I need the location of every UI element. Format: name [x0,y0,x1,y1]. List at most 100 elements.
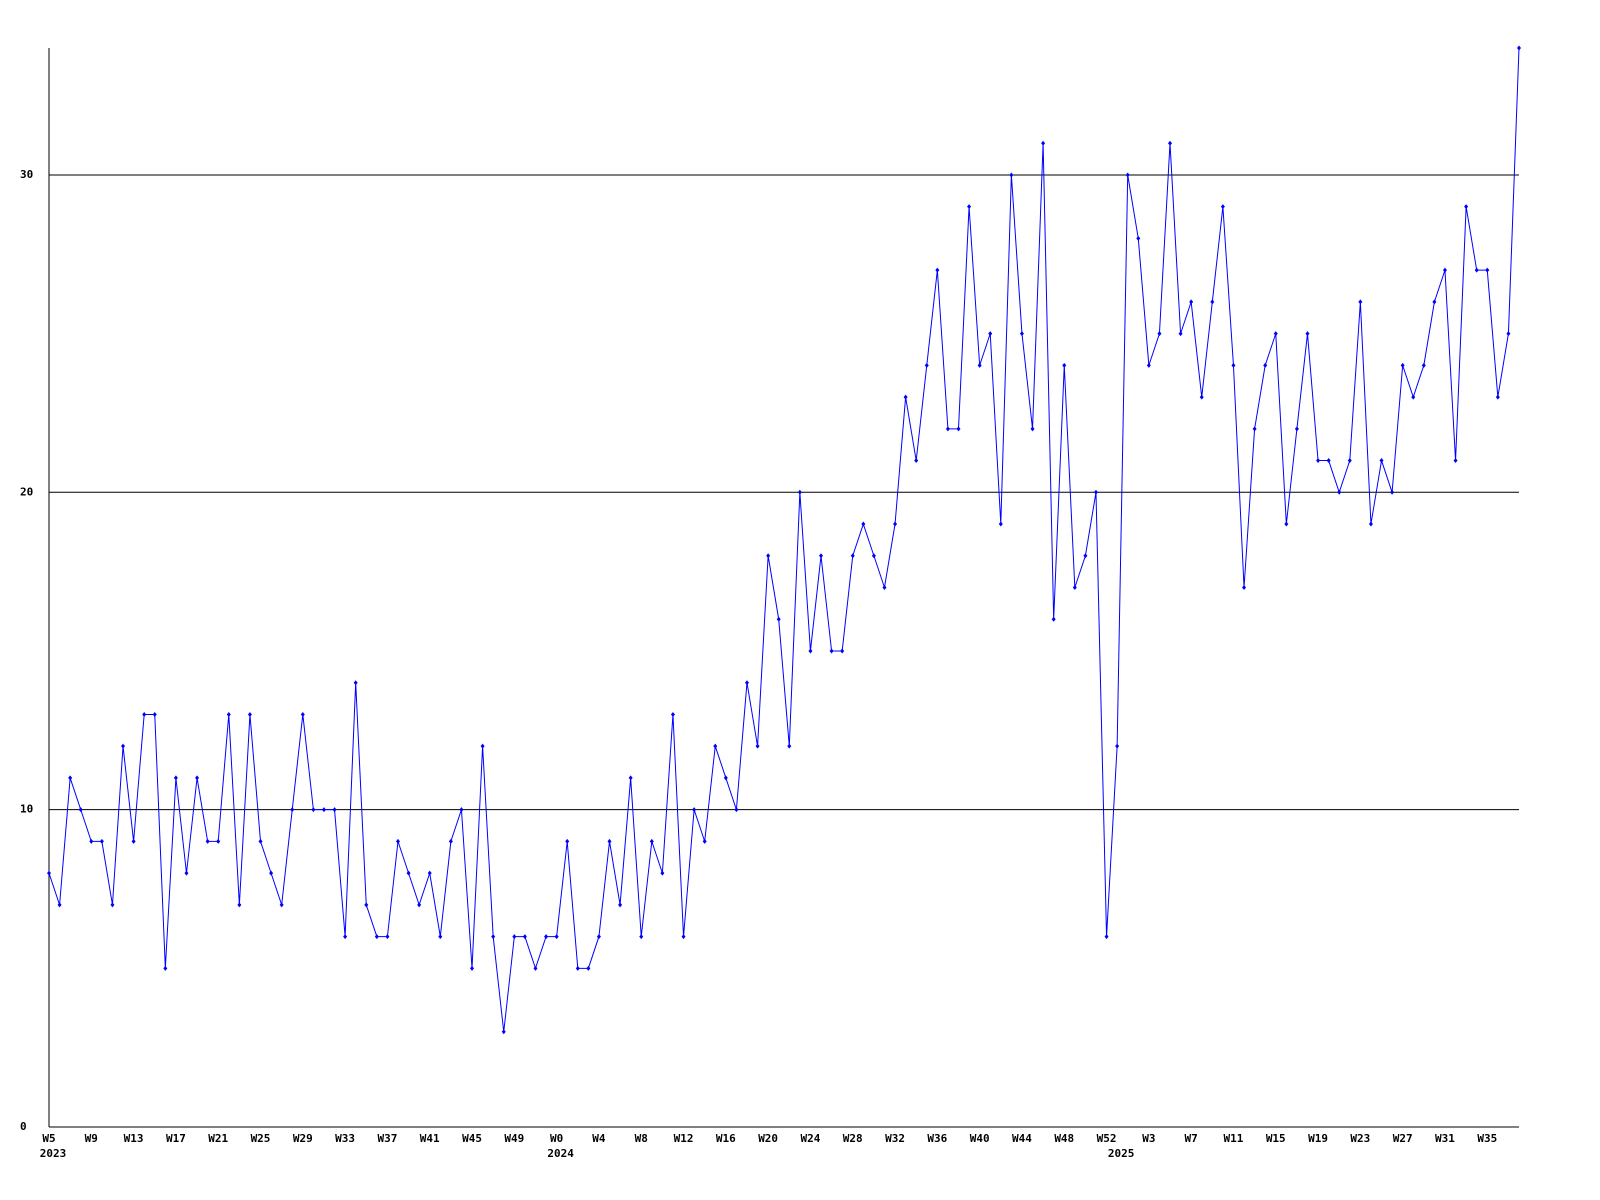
data-point [374,934,379,940]
data-point [808,648,813,654]
data-point [470,965,475,971]
data-point [1474,267,1479,273]
data-point [163,965,168,971]
data-point [89,838,94,844]
data-point [670,711,675,717]
data-point [776,616,781,622]
data-point [448,838,453,844]
data-point [1442,267,1447,273]
x-tick-label: W21 [208,1132,228,1145]
data-point [861,521,866,527]
x-tick-label: W48 [1054,1132,1074,1145]
data-point [459,807,464,813]
data-point [121,743,126,749]
data-point [195,775,200,781]
data-point [269,870,274,876]
data-point [1358,299,1363,305]
x-tick-label: W40 [970,1132,990,1145]
data-point [1093,489,1098,495]
data-point [184,870,189,876]
data-point [1411,394,1416,400]
data-point [216,838,221,844]
data-point [427,870,432,876]
data-point [1517,45,1521,51]
data-point [226,711,231,717]
data-point [501,1029,506,1035]
data-point [1326,458,1331,464]
y-tick-label: 10 [20,803,33,816]
data-point [247,711,252,717]
data-point [1072,585,1077,590]
data-point [343,934,348,940]
data-point [1390,489,1395,495]
data-point [1263,362,1268,368]
x-tick-label: W35 [1477,1132,1497,1145]
data-point [237,902,242,908]
data-point [840,648,845,654]
data-point [639,934,644,940]
data-point [78,807,83,813]
data-point [1178,331,1183,337]
data-point [607,838,612,844]
data-point [596,934,601,940]
data-point [681,934,686,940]
data-point [882,585,887,590]
data-point [893,521,898,527]
year-label: 2024 [547,1147,574,1160]
data-point [1199,394,1204,400]
data-point [142,711,147,717]
data-point [533,965,538,971]
data-point [68,775,73,781]
data-point [1316,458,1321,464]
data-point [692,807,697,813]
data-point [522,934,527,940]
data-point [755,743,760,749]
data-point [1453,458,1458,464]
data-point [1284,521,1289,527]
data-point [618,902,623,908]
data-point [385,934,390,940]
data-point [1083,553,1088,559]
data-point [1379,458,1384,464]
y-tick-label: 20 [20,485,33,498]
data-point [1495,394,1500,400]
data-point [787,743,792,749]
x-tick-label: W7 [1185,1132,1198,1145]
data-point [1273,331,1278,337]
data-point [649,838,654,844]
data-point [173,775,178,781]
data-point [766,553,771,559]
data-point [491,934,496,940]
data-point [1506,331,1511,337]
data-point [1421,362,1426,368]
year-label: 2023 [40,1147,67,1160]
data-point [586,965,591,971]
y-tick-label: 30 [20,168,33,181]
data-point [1464,204,1469,210]
data-point [977,362,982,368]
x-tick-label: W19 [1308,1132,1328,1145]
data-point [332,807,337,813]
data-point [321,807,326,813]
data-point [956,426,961,432]
data-point [1220,204,1225,210]
data-point [47,870,51,876]
data-point [300,711,305,717]
x-tick-label: W49 [504,1132,524,1145]
data-point [1030,426,1035,432]
data-point [1115,743,1120,749]
data-point [702,838,707,844]
data-point [734,807,739,813]
x-tick-label: W27 [1393,1132,1413,1145]
data-point [1125,172,1130,178]
data-point [512,934,517,940]
data-point [935,267,940,273]
data-point [1305,331,1310,337]
data-point [1252,426,1257,432]
x-tick-label: W52 [1097,1132,1117,1145]
data-point [279,902,284,908]
data-point [554,934,559,940]
data-point [797,489,802,495]
